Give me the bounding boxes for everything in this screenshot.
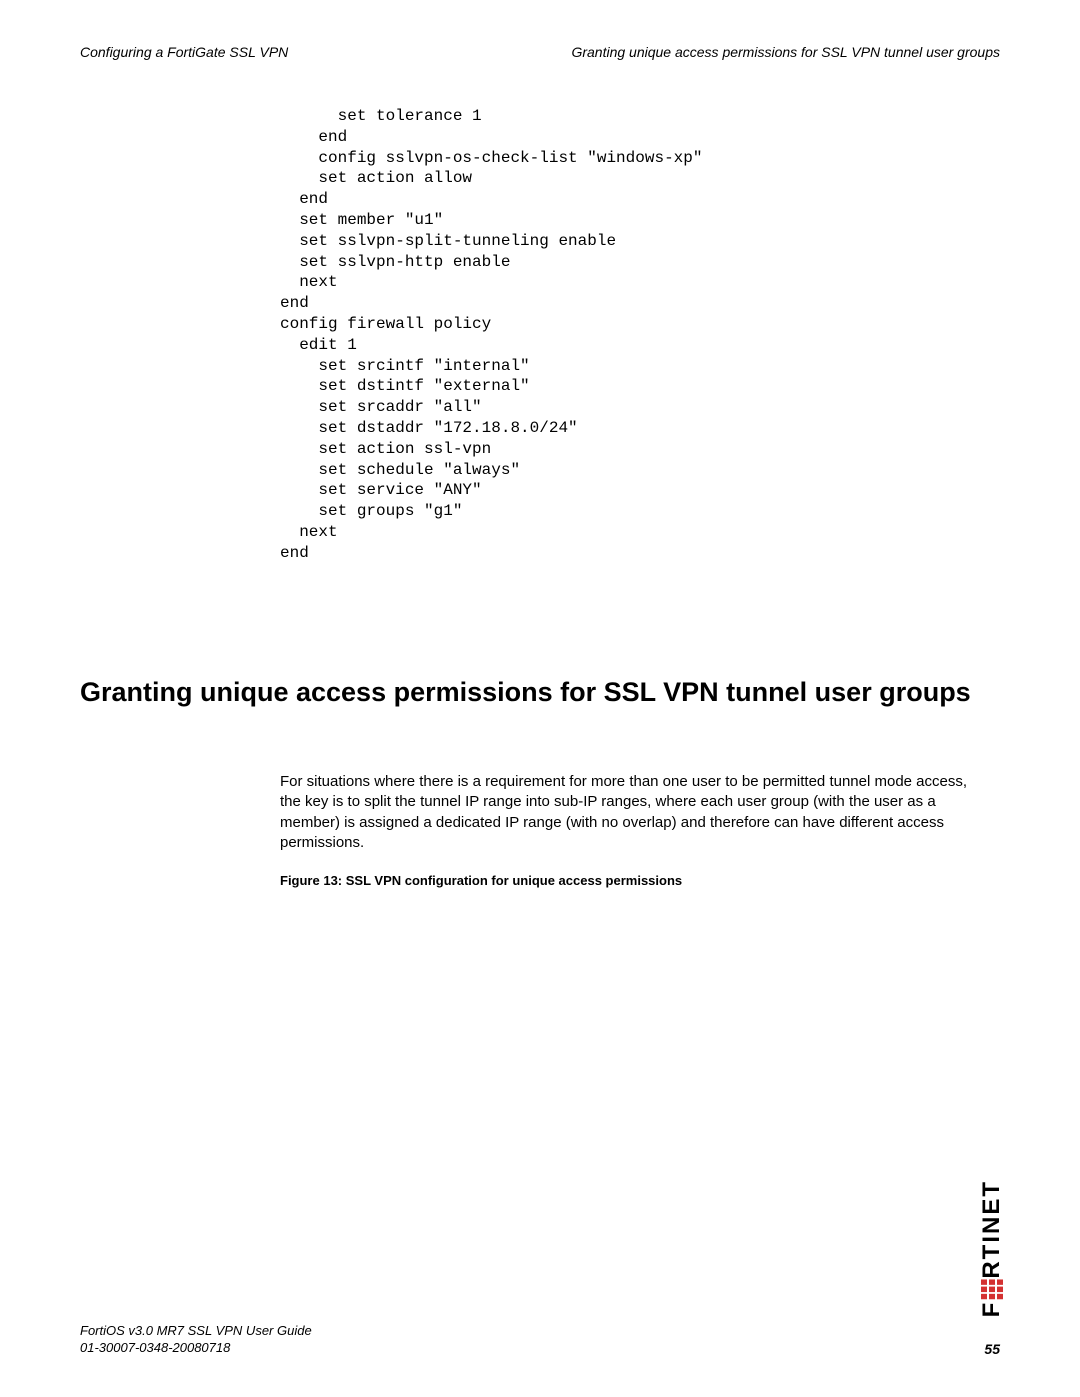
body-paragraph: For situations where there is a requirem… <box>280 772 980 853</box>
code-block: set tolerance 1 end config sslvpn-os-che… <box>280 106 702 564</box>
section-heading: Granting unique access permissions for S… <box>80 676 1000 710</box>
figure-caption: Figure 13: SSL VPN configuration for uni… <box>280 873 682 888</box>
page-footer: FortiOS v3.0 MR7 SSL VPN User Guide 01-3… <box>80 1323 1000 1357</box>
footer-line1: FortiOS v3.0 MR7 SSL VPN User Guide <box>80 1323 1000 1340</box>
page-number: 55 <box>984 1341 1000 1357</box>
fortinet-logo: F RTINET <box>978 1180 1006 1317</box>
header-left: Configuring a FortiGate SSL VPN <box>80 44 288 60</box>
logo-text: F RTINET <box>978 1180 1006 1317</box>
page-header: Configuring a FortiGate SSL VPN Granting… <box>80 44 1000 60</box>
logo-icon <box>981 1279 1003 1299</box>
footer-line2: 01-30007-0348-20080718 <box>80 1340 1000 1357</box>
header-right: Granting unique access permissions for S… <box>571 44 1000 60</box>
